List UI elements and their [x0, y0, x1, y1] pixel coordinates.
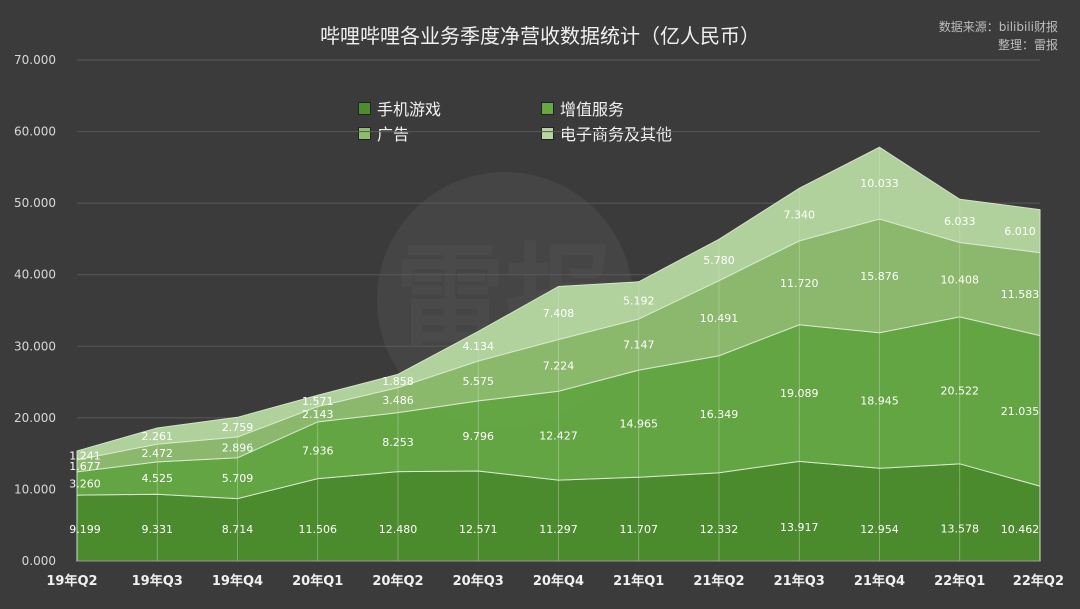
data-label: 11.583 [1001, 288, 1040, 301]
data-label: 18.945 [860, 394, 899, 407]
data-label: 1.571 [302, 395, 334, 408]
watermark-logo-text: 雷报 [395, 233, 615, 361]
data-label: 2.261 [142, 430, 174, 443]
data-label: 7.936 [302, 444, 334, 457]
data-label: 8.253 [382, 436, 414, 449]
data-label: 2.143 [302, 408, 334, 421]
data-label: 2.896 [222, 441, 254, 454]
legend-label-games: 手机游戏 [377, 100, 442, 119]
legend-item-games: 手机游戏 [358, 96, 441, 120]
data-label: 4.525 [142, 472, 174, 485]
x-tick-label: 19年Q3 [132, 573, 183, 589]
legend-swatch-vas [541, 101, 554, 115]
x-tick-label: 20年Q3 [453, 573, 504, 589]
data-label: 13.917 [780, 521, 819, 534]
data-label: 10.033 [860, 177, 899, 190]
data-label: 10.491 [700, 312, 739, 325]
data-label: 9.199 [69, 523, 101, 536]
data-label: 19.089 [780, 387, 819, 400]
data-label: 20.522 [941, 384, 980, 397]
data-label: 3.260 [69, 477, 101, 490]
legend-item-vas: 增值服务 [541, 96, 624, 120]
data-label: 15.876 [860, 270, 899, 283]
x-tick-label: 20年Q2 [372, 573, 423, 589]
x-tick-label: 21年Q3 [774, 573, 825, 589]
y-tick-label: 10.000 [14, 482, 56, 496]
data-label: 10.408 [941, 274, 980, 287]
legend-label-ads: 广告 [377, 125, 410, 144]
data-label: 5.780 [703, 254, 735, 267]
y-tick-label: 30.000 [14, 339, 56, 353]
area-ads [76, 218, 1041, 473]
data-label: 21.035 [1001, 405, 1040, 418]
data-label: 6.033 [944, 215, 976, 228]
data-label: 7.340 [784, 209, 816, 222]
legend-swatch-games [358, 101, 371, 115]
data-label: 11.707 [620, 523, 659, 536]
data-label: 11.506 [299, 523, 338, 536]
x-tick-label: 20年Q4 [533, 573, 584, 589]
data-label: 5.192 [623, 294, 655, 307]
x-tick-label: 22年Q2 [1013, 573, 1064, 589]
chart-title: 哔哩哔哩各业务季度净营收数据统计（亿人民币） [320, 24, 760, 48]
area-vas [76, 316, 1041, 500]
x-tick-label: 22年Q1 [934, 573, 985, 589]
y-tick-label: 70.000 [14, 53, 56, 67]
x-tick-label: 20年Q1 [292, 573, 343, 589]
data-label: 13.578 [941, 522, 980, 535]
data-label: 9.331 [142, 523, 174, 536]
y-tick-label: 40.000 [14, 268, 56, 282]
legend-swatch-ads [358, 126, 371, 140]
data-label: 6.010 [1004, 225, 1036, 238]
data-source-note: 数据来源：bilibili财报 [938, 20, 1058, 34]
legend-swatch-ecommerce [541, 126, 554, 140]
data-label: 12.954 [860, 523, 899, 536]
data-label: 8.714 [222, 523, 254, 536]
legend-item-ecommerce: 电子商务及其他 [541, 121, 672, 145]
y-tick-label: 20.000 [14, 411, 56, 425]
legend-label-ecommerce: 电子商务及其他 [560, 125, 673, 144]
x-tick-label: 19年Q2 [46, 573, 97, 589]
x-tick-label: 21年Q4 [854, 573, 905, 589]
y-tick-label: 0.000 [22, 554, 56, 568]
data-label: 4.134 [463, 340, 495, 353]
x-tick-label: 19年Q4 [212, 573, 263, 589]
data-label: 7.147 [623, 339, 655, 352]
watermark-logo [377, 172, 633, 428]
x-tick-label: 21年Q1 [613, 573, 664, 589]
legend-label-vas: 增值服务 [560, 100, 625, 119]
data-label: 1.241 [69, 449, 101, 462]
data-label: 2.472 [142, 447, 174, 460]
data-label: 14.965 [620, 418, 659, 431]
y-tick-label: 60.000 [14, 125, 56, 139]
data-label: 7.224 [543, 359, 575, 372]
data-label: 12.427 [539, 430, 578, 443]
data-label: 5.575 [463, 375, 495, 388]
data-label: 1.858 [382, 375, 414, 388]
data-label: 3.486 [382, 394, 414, 407]
area-games [76, 460, 1041, 562]
x-tick-label: 21年Q2 [693, 573, 744, 589]
data-label: 12.332 [700, 523, 739, 536]
data-label: 12.571 [459, 523, 498, 536]
data-label: 5.709 [222, 472, 254, 485]
data-label: 7.408 [543, 307, 575, 320]
data-label: 12.480 [379, 523, 418, 536]
editor-note: 整理：雷报 [997, 38, 1058, 52]
data-label: 2.759 [222, 421, 254, 434]
data-label: 16.349 [700, 408, 739, 421]
area-ecommerce [76, 146, 1041, 461]
y-tick-label: 50.000 [14, 196, 56, 210]
legend-item-ads: 广告 [358, 121, 409, 145]
data-label: 11.297 [539, 523, 578, 536]
data-label: 11.720 [780, 277, 819, 290]
data-label: 9.796 [463, 430, 495, 443]
data-label: 10.462 [1001, 523, 1040, 536]
data-label: 1.677 [69, 460, 101, 473]
